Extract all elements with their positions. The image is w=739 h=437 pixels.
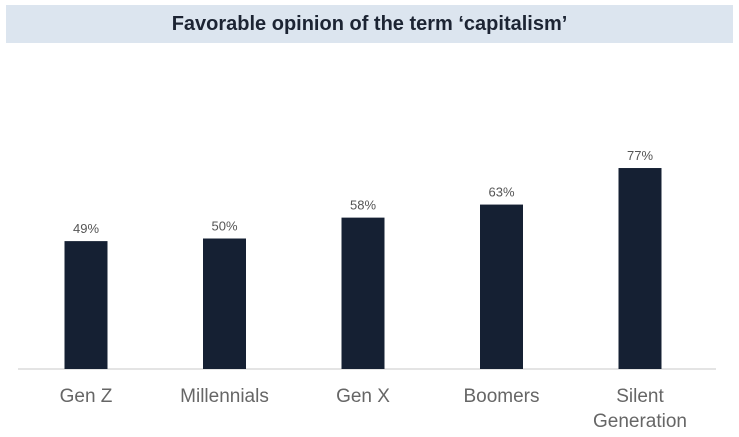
x-tick-label-4-1: Generation <box>593 411 687 432</box>
title-bar: Favorable opinion of the term ‘capitalis… <box>6 5 733 43</box>
bar-2 <box>341 217 385 369</box>
bar-4 <box>618 168 662 369</box>
bar-3 <box>480 204 523 369</box>
x-tick-label-3: Boomers <box>463 386 539 407</box>
data-label-1: 50% <box>211 219 237 234</box>
data-label-2: 58% <box>350 198 376 213</box>
x-tick-label-4: Silent <box>616 386 664 407</box>
chart-title: Favorable opinion of the term ‘capitalis… <box>171 12 568 35</box>
bar-0 <box>64 241 108 369</box>
bar-1 <box>203 238 246 369</box>
x-tick-label-0: Gen Z <box>60 386 113 407</box>
data-label-0: 49% <box>73 221 99 236</box>
x-tick-label-2: Gen X <box>336 386 390 407</box>
data-label-3: 63% <box>488 185 514 200</box>
x-tick-label-1: Millennials <box>180 386 269 407</box>
data-label-4: 77% <box>627 148 653 163</box>
